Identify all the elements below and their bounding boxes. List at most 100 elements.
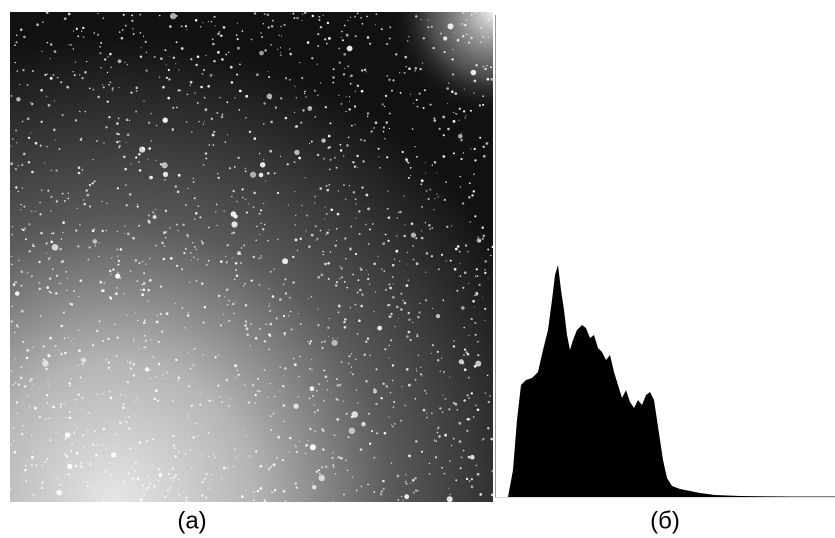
star xyxy=(463,110,466,113)
star xyxy=(199,403,202,406)
star xyxy=(300,121,303,124)
star xyxy=(12,384,14,386)
star xyxy=(77,364,79,367)
star xyxy=(164,209,168,212)
star xyxy=(132,237,135,240)
star xyxy=(311,482,313,484)
star xyxy=(311,369,313,371)
star xyxy=(10,444,13,446)
star xyxy=(350,74,353,77)
star xyxy=(144,319,146,322)
star xyxy=(388,112,391,115)
star xyxy=(324,106,327,109)
star xyxy=(472,190,475,193)
star xyxy=(414,146,416,148)
star xyxy=(259,487,263,490)
star xyxy=(102,500,105,502)
star xyxy=(434,198,436,200)
star xyxy=(454,402,458,406)
star xyxy=(388,416,390,418)
star xyxy=(458,359,464,365)
star xyxy=(404,494,410,500)
star xyxy=(476,238,482,243)
star xyxy=(414,398,417,400)
star xyxy=(117,133,120,136)
star xyxy=(332,452,334,454)
star xyxy=(404,404,407,407)
star xyxy=(59,403,62,406)
star xyxy=(314,225,317,228)
star xyxy=(410,232,417,238)
star xyxy=(271,491,274,494)
star xyxy=(328,229,330,231)
star xyxy=(167,96,170,100)
star xyxy=(326,380,329,382)
star xyxy=(453,267,457,271)
star xyxy=(142,288,146,292)
star xyxy=(403,301,407,305)
star xyxy=(98,242,100,244)
star xyxy=(462,12,465,14)
star xyxy=(386,207,389,210)
star xyxy=(279,51,282,53)
star xyxy=(175,63,177,65)
star xyxy=(254,402,256,404)
star xyxy=(176,106,178,109)
star xyxy=(484,260,487,263)
star xyxy=(392,406,395,408)
star xyxy=(425,392,428,395)
star xyxy=(66,289,68,292)
star xyxy=(415,367,417,369)
star xyxy=(52,74,55,76)
star xyxy=(111,257,113,259)
star xyxy=(456,113,458,115)
star xyxy=(79,358,81,360)
star xyxy=(20,203,23,206)
star xyxy=(147,475,149,478)
star xyxy=(477,354,480,357)
star xyxy=(262,228,265,231)
star xyxy=(272,463,276,467)
star xyxy=(354,252,358,256)
star xyxy=(340,267,343,270)
star xyxy=(438,127,441,130)
star xyxy=(147,486,150,489)
star xyxy=(331,339,338,346)
image-corner-glow xyxy=(10,12,493,502)
star xyxy=(147,121,151,125)
star xyxy=(42,360,49,367)
star xyxy=(351,373,354,376)
star xyxy=(78,349,81,352)
star xyxy=(223,313,225,315)
star xyxy=(340,36,342,38)
star xyxy=(46,41,49,44)
star xyxy=(367,277,370,281)
star xyxy=(323,399,325,402)
star xyxy=(56,489,63,496)
star xyxy=(367,483,369,486)
star xyxy=(401,386,403,388)
star xyxy=(49,336,52,340)
star xyxy=(158,362,161,366)
star xyxy=(311,14,314,18)
star xyxy=(119,248,123,251)
star xyxy=(346,45,353,52)
star xyxy=(179,482,182,484)
star xyxy=(305,96,307,98)
star xyxy=(121,406,125,410)
star xyxy=(221,401,224,404)
star xyxy=(410,482,412,484)
star xyxy=(263,499,267,502)
star xyxy=(234,96,236,99)
star xyxy=(369,228,371,231)
star xyxy=(403,234,406,238)
star xyxy=(138,152,141,156)
star xyxy=(468,196,471,199)
star xyxy=(296,16,299,20)
star xyxy=(377,325,383,331)
star xyxy=(138,224,141,227)
star xyxy=(245,198,247,201)
star xyxy=(228,405,230,407)
star xyxy=(361,186,364,189)
star xyxy=(102,427,106,431)
